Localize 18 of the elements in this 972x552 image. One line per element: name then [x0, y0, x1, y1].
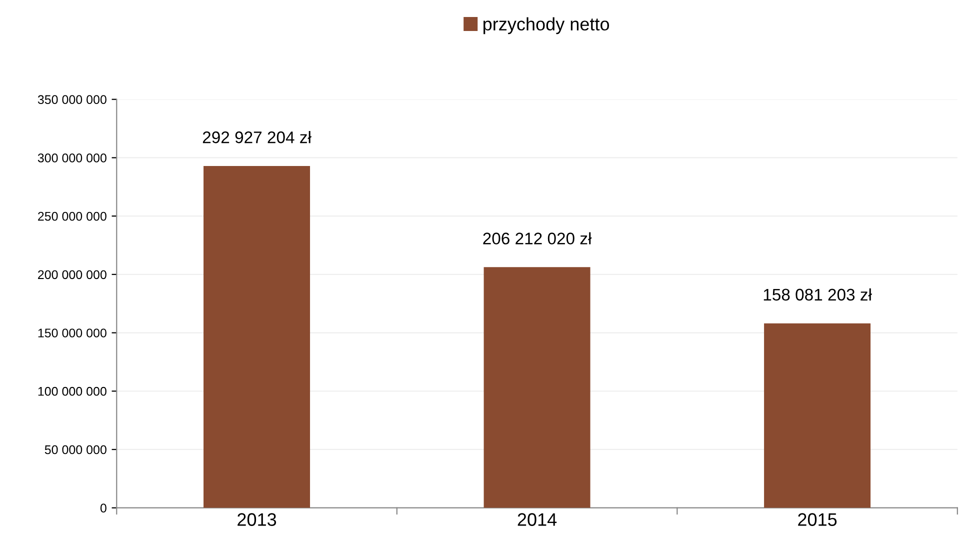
y-tick-label: 50 000 000: [44, 445, 106, 454]
y-tick-label: 0: [100, 504, 106, 512]
bar: [764, 323, 871, 508]
y-tick-label: 300 000 000: [38, 154, 106, 162]
y-tick-label: 100 000 000: [38, 386, 106, 396]
bar: [204, 166, 310, 508]
y-tick-label: 250 000 000: [38, 212, 106, 221]
data-label: 292 927 204 zł: [202, 130, 312, 144]
x-tick-label: 2013: [238, 513, 276, 526]
bar: [484, 267, 590, 508]
data-label: 206 212 020 zł: [483, 232, 592, 244]
y-tick-label: 350 000 000: [38, 95, 106, 104]
legend-label: przychody netto: [483, 17, 610, 34]
y-tick-label: 200 000 000: [38, 270, 106, 280]
data-label: 158 081 203 zł: [764, 288, 872, 301]
x-tick-label: 2015: [798, 513, 837, 526]
x-tick-label: 2014: [518, 513, 557, 526]
y-tick-label: 150 000 000: [38, 328, 106, 338]
